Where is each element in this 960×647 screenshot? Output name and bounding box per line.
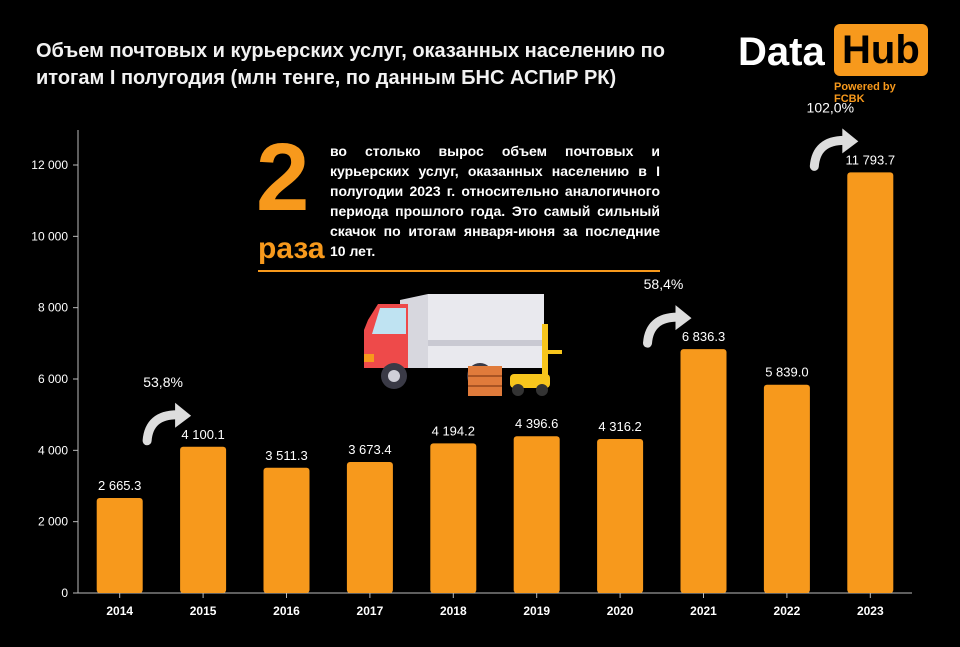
y-tick-label: 12 000 [31,158,68,172]
logo-hub-text: Hub [834,24,928,76]
truck-illustration [364,294,562,396]
callout-text: во столько вырос объем почтовых и курьер… [330,143,660,259]
bar-2016 [263,467,310,593]
bar-2022 [763,384,810,593]
bar-value-label: 4 100.1 [181,427,224,442]
bar-value-label: 3 511.3 [265,448,307,463]
growth-arrow-icon [643,312,682,348]
x-tick-label: 2020 [607,604,634,618]
x-tick-label: 2019 [523,604,550,618]
callout-divider [258,270,660,272]
bar-value-label: 5 839.0 [765,365,808,380]
bar-value-label: 4 316.2 [598,419,641,434]
growth-annotation-label: 53,8% [143,374,183,390]
bar-value-label: 4 396.6 [515,416,558,431]
logo-data-text: Data [738,30,825,74]
growth-annotation-label: 102,0% [807,99,854,115]
y-tick-label: 8 000 [38,301,68,315]
growth-arrow-icon [142,410,182,446]
growth-arrowhead-icon [175,402,192,428]
growth-arrowhead-icon [675,305,692,331]
x-tick-label: 2014 [106,604,133,618]
x-tick-label: 2015 [190,604,217,618]
bar-value-label: 4 194.2 [432,423,475,438]
callout-number: 2 [256,124,310,231]
x-tick-label: 2016 [273,604,300,618]
bar-2014 [96,497,143,593]
bar-2021 [680,349,727,593]
callout-unit: раза [258,232,325,265]
x-tick-label: 2022 [774,604,801,618]
x-tick-label: 2018 [440,604,467,618]
x-tick-label: 2021 [690,604,717,618]
logo-powered-text: Powered by FCBK [834,81,896,105]
bar-value-label: 6 836.3 [682,329,725,344]
bar-2017 [346,461,393,593]
bar-2023 [847,172,894,593]
y-tick-label: 2 000 [38,515,68,529]
y-tick-label: 10 000 [31,229,68,243]
bar-2015 [180,446,227,593]
bar-value-label: 2 665.3 [98,478,141,493]
bar-2018 [430,443,477,593]
x-tick-label: 2023 [857,604,884,618]
growth-arrow-icon [809,135,849,171]
growth-annotation-label: 58,4% [644,276,684,292]
y-tick-label: 4 000 [38,443,68,457]
bar-2020 [597,439,644,593]
datahub-logo: Data Hub Powered by FCBK [738,22,928,105]
bar-2019 [513,436,560,593]
y-tick-label: 6 000 [38,372,68,386]
bar-value-label: 3 673.4 [348,442,391,457]
x-tick-label: 2017 [357,604,384,618]
chart-title: Объем почтовых и курьерских услуг, оказа… [36,40,665,89]
bar-value-label: 11 793.7 [845,152,895,167]
y-tick-label: 0 [61,586,68,600]
growth-arrowhead-icon [842,128,859,154]
